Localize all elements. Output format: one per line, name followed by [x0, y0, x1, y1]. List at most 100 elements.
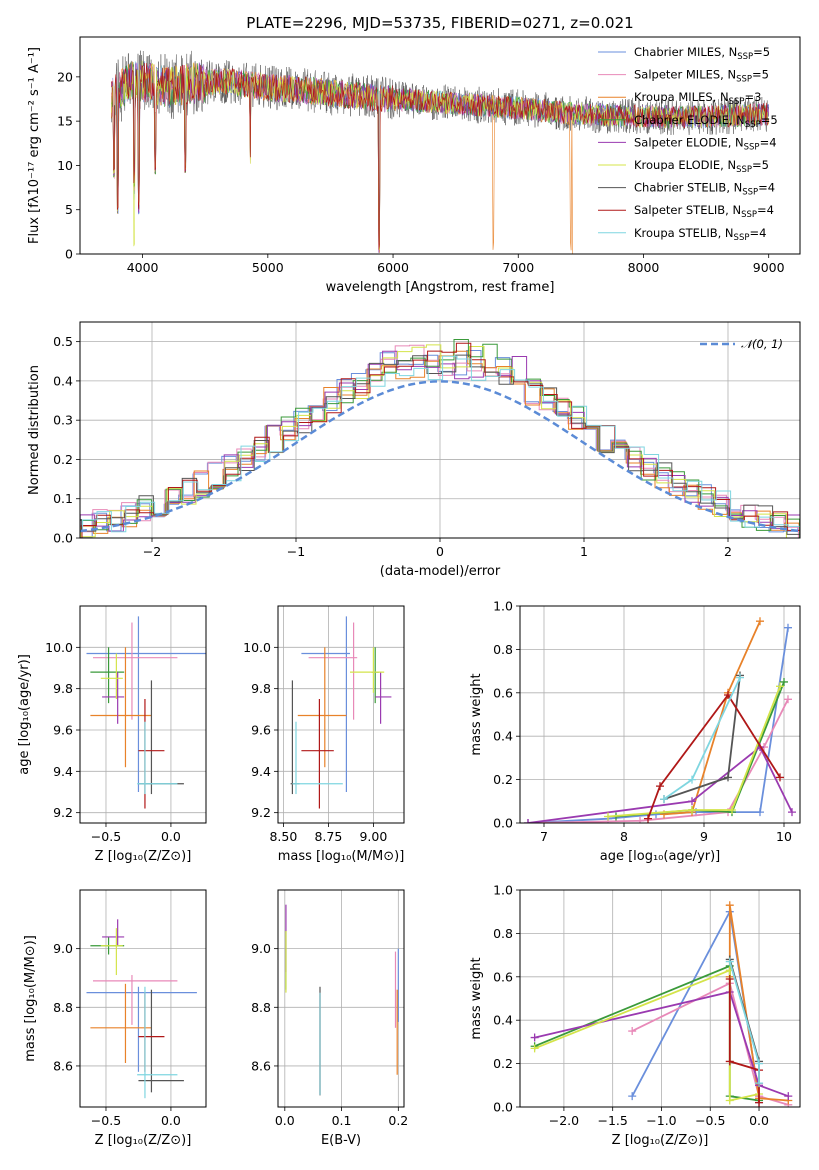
- y-tick-label: 0.0: [493, 1100, 513, 1115]
- weight-point-marker: [780, 677, 788, 686]
- y-tick-label: 8.8: [53, 1000, 73, 1015]
- x-tick-label: −0.5: [91, 829, 121, 844]
- y-tick-label: 20: [57, 69, 73, 84]
- axes-frame: [519, 605, 801, 824]
- y-tick-label: 0.6: [493, 969, 513, 984]
- x-tick-label: 10: [776, 829, 792, 844]
- errorbars: [290, 616, 392, 809]
- legend-entry: Kroupa MILES, NSSP=3: [634, 90, 761, 107]
- legend-entry: Salpeter ELODIE, NSSP=4: [634, 135, 777, 152]
- weight-point-marker: [725, 1057, 734, 1066]
- weight-series-line: [534, 990, 789, 1098]
- weight-lines: [524, 617, 796, 823]
- weight-point-marker: [688, 775, 696, 784]
- axes-frame: [277, 605, 405, 824]
- weight-series-line: [527, 698, 789, 823]
- y-tick-label: 9.0: [251, 941, 271, 956]
- weight-point-marker: [636, 816, 644, 823]
- weight-point-marker: [724, 690, 732, 699]
- y-tick-label: 8.6: [53, 1058, 73, 1073]
- weight-point-marker: [776, 682, 784, 691]
- x-tick-label: −1.5: [598, 1113, 628, 1128]
- histogram-step: [80, 355, 800, 533]
- y-tick-label: 0.8: [493, 926, 513, 941]
- x-tick-label: −1: [287, 544, 305, 559]
- weight-point-marker: [725, 1096, 734, 1105]
- weight-point-marker: [784, 1092, 793, 1101]
- spectrum-series-line: [111, 62, 769, 250]
- y-tick-label: 0.3: [53, 413, 73, 428]
- legend-entry: Salpeter STELIB, NSSP=4: [634, 203, 774, 220]
- x-tick-label: −2: [143, 544, 161, 559]
- y-tick-label: 5: [65, 202, 73, 217]
- spectrum-panel: PLATE=2296, MJD=53735, FIBERID=0271, z=0…: [27, 14, 801, 295]
- histogram-step: [80, 350, 800, 536]
- legend-entry: Kroupa STELIB, NSSP=4: [634, 226, 766, 243]
- x-tick-label: 0.2: [388, 1113, 408, 1128]
- y-tick-label: 0: [65, 247, 73, 262]
- axes-frame: [519, 889, 801, 1108]
- x-tick-label: 9000: [753, 260, 785, 275]
- weight-point-marker: [736, 673, 744, 682]
- legend-entry: Salpeter MILES, NSSP=5: [634, 68, 769, 85]
- residuals-legend: 𝒩(0, 1): [700, 337, 783, 351]
- weight-series-line: [728, 905, 789, 1102]
- weight-point-marker: [524, 819, 532, 823]
- x-axis-label: Z [log₁₀(Z/Z⊙)]: [612, 1133, 709, 1148]
- weight-point-marker: [755, 1098, 764, 1107]
- y-tick-label: 0.2: [493, 1056, 513, 1071]
- weight-point-marker: [660, 795, 668, 804]
- errorbars: [86, 616, 206, 809]
- x-axis-label: wavelength [Angstrom, rest frame]: [326, 280, 555, 295]
- weight-series-line: [647, 693, 781, 820]
- x-tick-label: 0.0: [275, 1113, 295, 1128]
- x-axis-label: Z [log₁₀(Z/Z⊙)]: [95, 849, 192, 864]
- y-tick-label: 8.8: [251, 1000, 271, 1015]
- weight-point-marker: [755, 1059, 764, 1068]
- x-axis-label: Z [log₁₀(Z/Z⊙)]: [95, 1133, 192, 1148]
- x-tick-label: 8: [620, 829, 628, 844]
- weight-point-marker: [784, 623, 792, 632]
- massweight-vs-age-panel: 7 8 9 10 0.0 0.2 0.4 0.6 0.8 1.0 age [log₁₀(age/yr…: [469, 599, 801, 864]
- mass-vs-EBV-panel: 0.0 0.1 0.2 8.6 8.8 9.0 E(B-V): [251, 889, 408, 1148]
- x-tick-label: 0.0: [161, 1113, 181, 1128]
- x-tick-label: −2.0: [549, 1113, 579, 1128]
- legend-entry: 𝒩(0, 1): [741, 337, 783, 351]
- y-axis-label: mass [log₁₀(M/M⊙)]: [23, 935, 38, 1062]
- y-tick-label: 0.0: [53, 531, 73, 546]
- y-axis-label: Normed distribution: [27, 365, 42, 495]
- weight-point-marker: [756, 617, 764, 626]
- y-tick-label: 0.8: [493, 642, 513, 657]
- weight-series-line: [631, 908, 760, 1103]
- y-tick-label: 0.5: [53, 334, 73, 349]
- weight-series-line: [663, 620, 761, 816]
- histogram-step: [80, 350, 800, 538]
- y-tick-label: 9.4: [53, 764, 73, 779]
- y-tick-label: 15: [57, 114, 73, 129]
- x-axis-label: (data-model)/error: [380, 564, 501, 579]
- x-axis-label: mass [log₁₀(M/M⊙)]: [278, 849, 405, 864]
- weight-point-marker: [724, 773, 732, 782]
- x-tick-label: 1: [580, 544, 588, 559]
- y-axis-label: mass weight: [469, 957, 484, 1039]
- errorbars: [285, 904, 399, 1096]
- y-tick-label: 0.4: [493, 729, 513, 744]
- x-tick-label: −0.5: [695, 1113, 725, 1128]
- y-tick-label: 0.1: [53, 491, 73, 506]
- weight-point-marker: [688, 805, 696, 814]
- y-tick-label: 9.0: [53, 941, 73, 956]
- weight-point-marker: [788, 808, 796, 817]
- y-tick-label: 0.2: [493, 772, 513, 787]
- y-tick-label: 1.0: [493, 599, 513, 614]
- y-axis-label: age [log₁₀(age/yr)]: [17, 654, 32, 775]
- x-tick-label: 7: [540, 829, 548, 844]
- x-tick-label: 8.75: [314, 829, 342, 844]
- x-tick-label: −0.5: [91, 1113, 121, 1128]
- y-tick-label: 10.0: [45, 640, 73, 655]
- weight-point-marker: [604, 812, 612, 821]
- y-tick-label: 0.4: [493, 1013, 513, 1028]
- weight-point-marker: [728, 805, 736, 814]
- weight-point-marker: [530, 1033, 539, 1042]
- y-tick-label: 1.0: [493, 883, 513, 898]
